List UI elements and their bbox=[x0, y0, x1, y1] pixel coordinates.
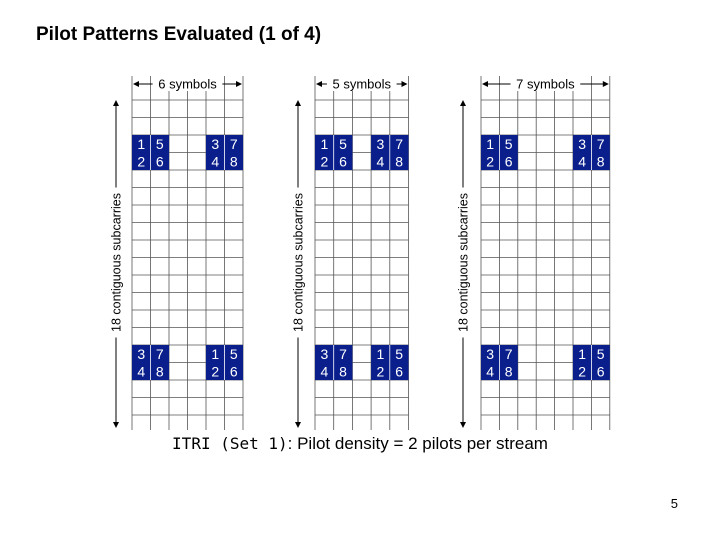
subcarriers-label-bg bbox=[108, 187, 124, 338]
pilot-number: 6 bbox=[339, 153, 347, 169]
pilot-number: 7 bbox=[339, 346, 347, 362]
pilot-number: 2 bbox=[486, 153, 494, 169]
pilot-number: 3 bbox=[578, 136, 586, 152]
symbols-arrow-right-head bbox=[236, 81, 242, 87]
pilot-number: 5 bbox=[597, 346, 605, 362]
pilot-number: 6 bbox=[230, 363, 238, 379]
pilot-number: 5 bbox=[505, 136, 513, 152]
pilot-number: 1 bbox=[578, 346, 586, 362]
pilot-number: 6 bbox=[156, 153, 164, 169]
subcarriers-arrow-down-head bbox=[460, 422, 466, 428]
pilot-number: 7 bbox=[597, 136, 605, 152]
symbols-label: 5 symbols bbox=[332, 77, 391, 92]
subcarriers-arrow-up-head bbox=[113, 100, 119, 106]
page-number: 5 bbox=[670, 496, 678, 511]
pilot-number: 4 bbox=[137, 363, 145, 379]
pilot-number: 2 bbox=[578, 363, 586, 379]
pilot-number: 1 bbox=[320, 136, 328, 152]
subcarriers-arrow-down-head bbox=[295, 422, 301, 428]
pilot-number: 8 bbox=[597, 153, 605, 169]
pilot-number: 3 bbox=[486, 346, 494, 362]
pilot-number: 4 bbox=[320, 363, 328, 379]
pilot-number: 7 bbox=[156, 346, 164, 362]
caption-prefix: ITRI (Set 1) bbox=[172, 434, 288, 453]
pilot-number: 5 bbox=[339, 136, 347, 152]
subcarriers-arrow-down-head bbox=[113, 422, 119, 428]
pilot-number: 6 bbox=[597, 363, 605, 379]
subcarriers-arrow-up-head bbox=[295, 100, 301, 106]
pilot-number: 2 bbox=[211, 363, 219, 379]
symbols-arrow-left-head bbox=[133, 81, 139, 87]
pilot-number: 8 bbox=[156, 363, 164, 379]
caption-suffix: : Pilot density = 2 pilots per stream bbox=[287, 434, 548, 453]
pilot-number: 3 bbox=[320, 346, 328, 362]
pilot-number: 4 bbox=[486, 363, 494, 379]
pilot-number: 1 bbox=[211, 346, 219, 362]
symbols-label: 7 symbols bbox=[516, 77, 575, 92]
pilot-number: 3 bbox=[377, 136, 385, 152]
pilot-number: 8 bbox=[395, 153, 403, 169]
pilot-number: 2 bbox=[137, 153, 145, 169]
pilot-number: 5 bbox=[395, 346, 403, 362]
subcarriers-label: 18 contiguous subcarries bbox=[292, 193, 306, 332]
symbols-arrow-left-head bbox=[316, 81, 322, 87]
pilot-number: 8 bbox=[230, 153, 238, 169]
pilot-number: 1 bbox=[137, 136, 145, 152]
symbols-label-bg bbox=[152, 75, 223, 91]
subcarriers-label: 18 contiguous subcarries bbox=[457, 193, 471, 332]
pilot-number: 7 bbox=[230, 136, 238, 152]
pilot-number: 4 bbox=[377, 153, 385, 169]
pilot-number: 4 bbox=[578, 153, 586, 169]
pilot-number: 2 bbox=[377, 363, 385, 379]
pilot-number: 8 bbox=[339, 363, 347, 379]
symbols-label: 6 symbols bbox=[158, 77, 217, 92]
pilot-number: 8 bbox=[505, 363, 513, 379]
pilot-number: 1 bbox=[486, 136, 494, 152]
slide-title: Pilot Patterns Evaluated (1 of 4) bbox=[36, 24, 322, 45]
symbols-arrow-right-head bbox=[602, 81, 609, 87]
subcarriers-label-bg bbox=[290, 187, 306, 338]
subcarriers-label: 18 contiguous subcarries bbox=[110, 193, 124, 332]
subcarriers-label-bg bbox=[455, 187, 471, 338]
pilot-number: 5 bbox=[230, 346, 238, 362]
pilot-number: 6 bbox=[395, 363, 403, 379]
symbols-arrow-right-head bbox=[401, 81, 408, 87]
pilot-number: 6 bbox=[505, 153, 513, 169]
symbols-label-bg bbox=[326, 75, 397, 91]
pilot-number: 7 bbox=[395, 136, 403, 152]
pilot-number: 1 bbox=[377, 346, 385, 362]
pilot-number: 2 bbox=[320, 153, 328, 169]
pilot-number: 3 bbox=[211, 136, 219, 152]
symbols-label-bg bbox=[510, 75, 581, 91]
pilot-number: 7 bbox=[505, 346, 513, 362]
pilot-number: 4 bbox=[211, 153, 219, 169]
subcarriers-arrow-up-head bbox=[460, 100, 466, 106]
symbols-arrow-left-head bbox=[482, 81, 488, 87]
pilot-number: 5 bbox=[156, 136, 164, 152]
pilot-number: 3 bbox=[137, 346, 145, 362]
caption: ITRI (Set 1): Pilot density = 2 pilots p… bbox=[0, 434, 720, 454]
